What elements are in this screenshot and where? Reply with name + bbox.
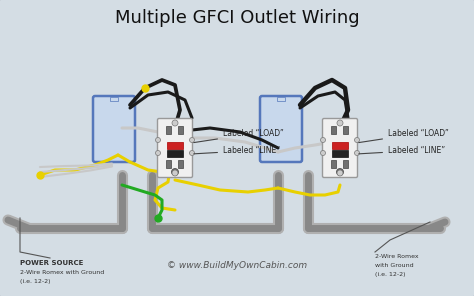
Circle shape bbox=[155, 150, 161, 155]
Circle shape bbox=[190, 150, 194, 155]
Circle shape bbox=[172, 170, 178, 176]
Text: Multiple GFCI Outlet Wiring: Multiple GFCI Outlet Wiring bbox=[115, 9, 359, 27]
Circle shape bbox=[337, 168, 344, 176]
Text: Labeled “LOAD”: Labeled “LOAD” bbox=[359, 129, 449, 143]
Circle shape bbox=[172, 168, 179, 176]
Bar bbox=[167, 150, 183, 157]
FancyBboxPatch shape bbox=[93, 96, 135, 162]
Bar bbox=[343, 126, 348, 134]
FancyBboxPatch shape bbox=[260, 96, 302, 162]
Bar bbox=[343, 160, 348, 168]
Circle shape bbox=[320, 150, 326, 155]
Text: (i.e. 12-2): (i.e. 12-2) bbox=[20, 279, 51, 284]
Bar bbox=[178, 126, 183, 134]
Bar bbox=[277, 97, 285, 101]
Bar bbox=[332, 150, 348, 157]
Circle shape bbox=[320, 138, 326, 142]
FancyBboxPatch shape bbox=[157, 118, 192, 178]
Circle shape bbox=[155, 138, 161, 142]
Bar bbox=[110, 97, 118, 101]
Circle shape bbox=[337, 120, 343, 126]
Text: 2-Wire Romex: 2-Wire Romex bbox=[375, 254, 419, 259]
Text: © www.BuildMyOwnCabin.com: © www.BuildMyOwnCabin.com bbox=[167, 260, 307, 269]
Text: Labeled “LOAD”: Labeled “LOAD” bbox=[194, 129, 284, 143]
Bar bbox=[331, 126, 336, 134]
Text: (i.e. 12-2): (i.e. 12-2) bbox=[375, 272, 405, 277]
Circle shape bbox=[355, 138, 359, 142]
Bar bbox=[331, 160, 336, 168]
Bar bbox=[178, 160, 183, 168]
Circle shape bbox=[355, 150, 359, 155]
Bar bbox=[166, 160, 171, 168]
Text: Labeled “LINE”: Labeled “LINE” bbox=[194, 146, 280, 155]
Circle shape bbox=[172, 120, 178, 126]
Circle shape bbox=[337, 170, 343, 176]
Bar bbox=[167, 142, 183, 149]
Bar bbox=[166, 126, 171, 134]
Text: Labeled “LINE”: Labeled “LINE” bbox=[359, 146, 445, 155]
FancyBboxPatch shape bbox=[322, 118, 357, 178]
Text: 2-Wire Romex with Ground: 2-Wire Romex with Ground bbox=[20, 270, 104, 275]
Text: with Ground: with Ground bbox=[375, 263, 414, 268]
Text: POWER SOURCE: POWER SOURCE bbox=[20, 260, 83, 266]
Bar bbox=[332, 142, 348, 149]
Circle shape bbox=[190, 138, 194, 142]
